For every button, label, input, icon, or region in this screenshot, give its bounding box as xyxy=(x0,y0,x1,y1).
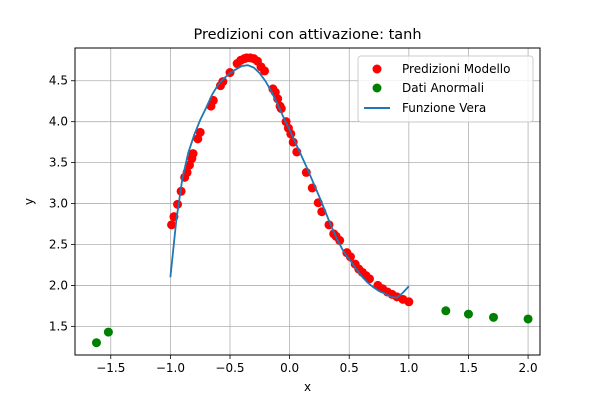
anomaly-point xyxy=(463,309,473,319)
y-tick-label: 2.5 xyxy=(49,237,68,251)
y-axis-title: y xyxy=(22,198,36,205)
legend-label-funzione: Funzione Vera xyxy=(402,101,486,115)
anomaly-point xyxy=(103,327,113,337)
prediction-point xyxy=(260,66,270,76)
x-tick-label: 0.0 xyxy=(280,361,299,375)
x-tick-label: 1.0 xyxy=(399,361,418,375)
y-tick-label: 4.5 xyxy=(49,74,68,88)
true-function-line xyxy=(169,64,410,299)
y-tick-label: 4.0 xyxy=(49,115,68,129)
y-ticks: 1.5 2.0 2.5 3.0 3.5 4.0 4.5 xyxy=(49,74,75,333)
legend-marker-predizioni xyxy=(372,64,382,74)
x-tick-label: 2.0 xyxy=(519,361,538,375)
x-tick-label: 0.5 xyxy=(340,361,359,375)
legend-box xyxy=(357,55,534,123)
x-tick-label: −0.5 xyxy=(215,361,244,375)
prediction-point xyxy=(188,149,198,159)
prediction-point xyxy=(167,220,177,230)
prediction-point xyxy=(195,127,205,137)
x-tick-label: −1.0 xyxy=(156,361,185,375)
x-ticks: −1.5 −1.0 −0.5 0.0 0.5 1.0 1.5 2.0 xyxy=(96,355,538,375)
anomaly-point xyxy=(91,338,101,348)
y-tick-label: 1.5 xyxy=(49,319,68,333)
prediction-point xyxy=(218,77,228,87)
anomaly-point xyxy=(523,314,533,324)
legend: Predizioni Modello Dati Anormali Funzion… xyxy=(357,55,534,123)
y-tick-label: 3.5 xyxy=(49,156,68,170)
anomaly-point xyxy=(489,312,498,322)
chart-title: Predizioni con attivazione: tanh xyxy=(193,27,421,43)
prediction-point xyxy=(404,297,414,307)
points-layer xyxy=(91,53,533,348)
y-tick-label: 3.0 xyxy=(49,197,68,211)
x-axis-title: x xyxy=(304,380,311,394)
legend-label-predizioni: Predizioni Modello xyxy=(402,62,510,76)
x-tick-label: 1.5 xyxy=(459,361,478,375)
y-tick-label: 2.0 xyxy=(49,278,68,292)
legend-marker-anormali xyxy=(372,83,382,93)
anomaly-point xyxy=(441,306,451,316)
legend-label-anormali: Dati Anormali xyxy=(402,81,484,95)
axes-frame xyxy=(74,47,541,356)
x-tick-label: −1.5 xyxy=(96,361,125,375)
